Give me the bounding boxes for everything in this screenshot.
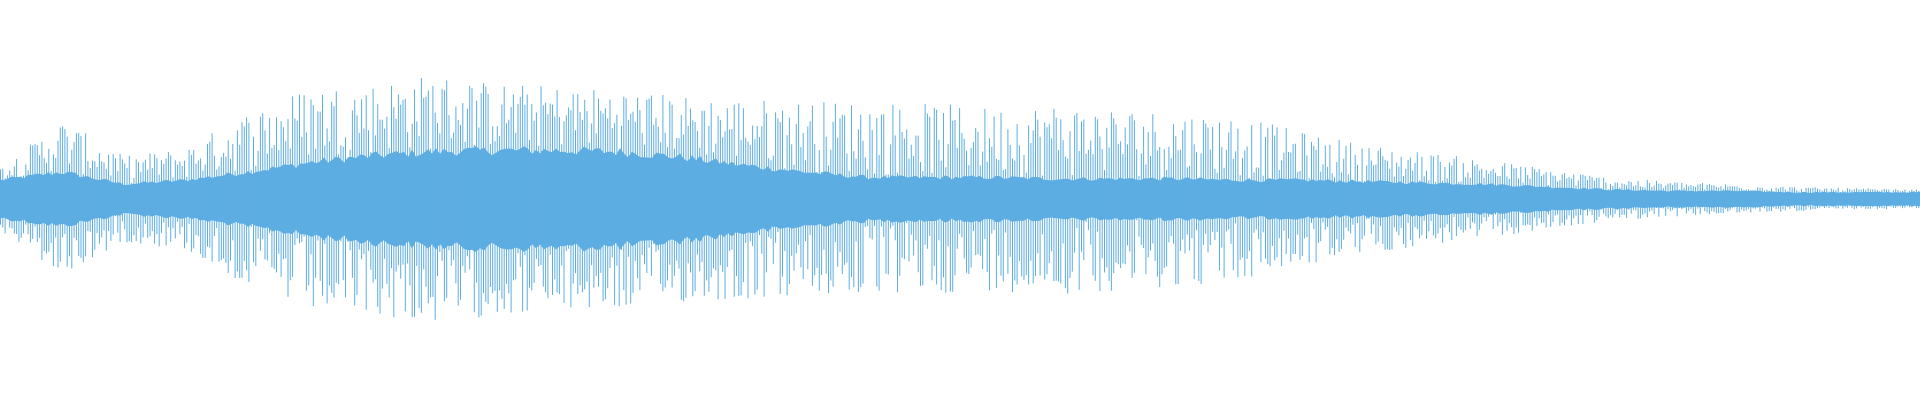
waveform-spikes [0, 78, 1920, 320]
